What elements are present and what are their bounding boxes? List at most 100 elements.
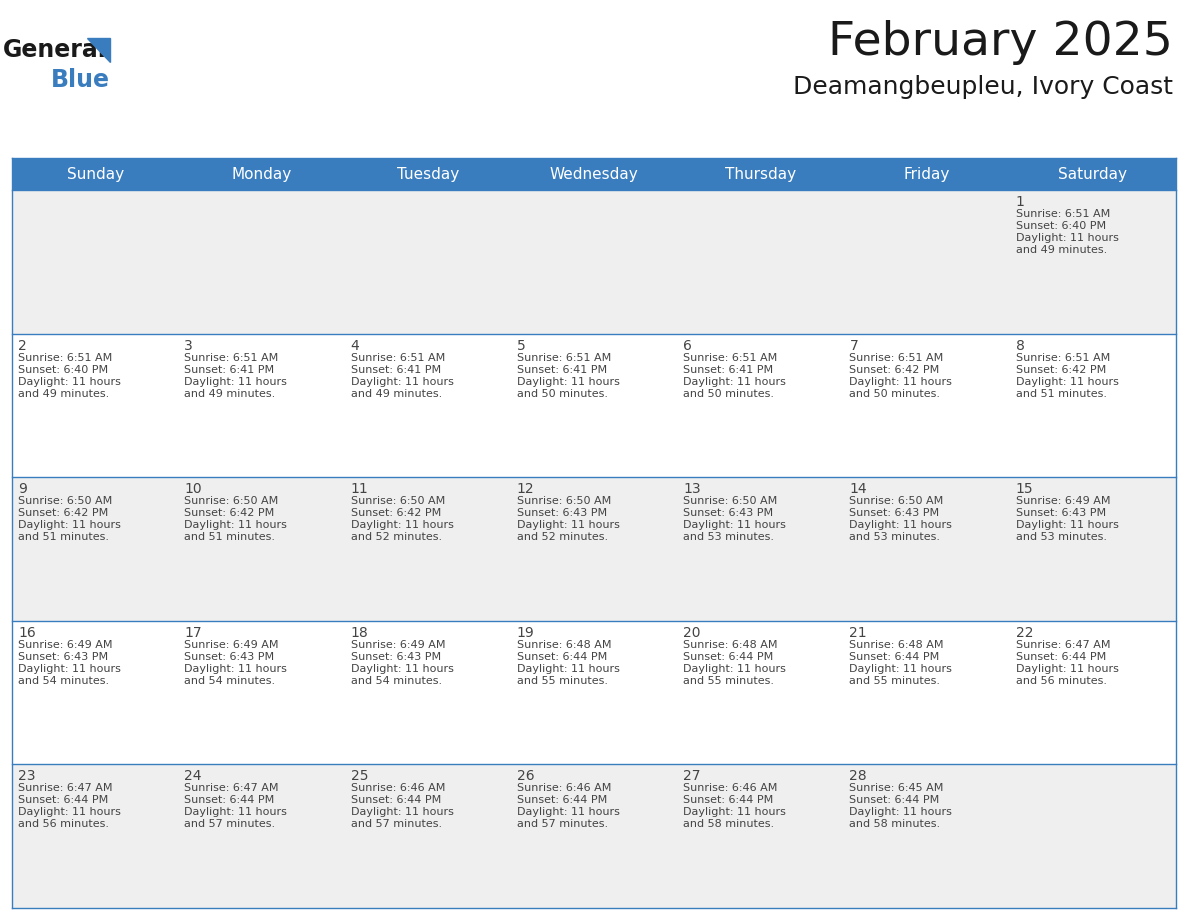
Bar bbox=[843, 158, 1010, 190]
Text: Sunrise: 6:48 AM: Sunrise: 6:48 AM bbox=[683, 640, 778, 650]
Bar bbox=[1010, 158, 1176, 190]
Text: Sunset: 6:44 PM: Sunset: 6:44 PM bbox=[18, 795, 108, 805]
Text: Sunset: 6:44 PM: Sunset: 6:44 PM bbox=[517, 795, 607, 805]
Text: and 57 minutes.: and 57 minutes. bbox=[517, 820, 608, 829]
Text: 22: 22 bbox=[1016, 626, 1034, 640]
Text: 28: 28 bbox=[849, 769, 867, 783]
Text: 27: 27 bbox=[683, 769, 701, 783]
Text: Sunrise: 6:51 AM: Sunrise: 6:51 AM bbox=[849, 353, 943, 363]
Text: 6: 6 bbox=[683, 339, 693, 353]
Text: Wednesday: Wednesday bbox=[550, 166, 638, 182]
Text: Sunrise: 6:50 AM: Sunrise: 6:50 AM bbox=[683, 497, 777, 506]
Text: Daylight: 11 hours: Daylight: 11 hours bbox=[184, 376, 287, 386]
Text: Daylight: 11 hours: Daylight: 11 hours bbox=[849, 664, 953, 674]
Text: Thursday: Thursday bbox=[725, 166, 796, 182]
Text: and 53 minutes.: and 53 minutes. bbox=[683, 532, 775, 543]
Text: Friday: Friday bbox=[903, 166, 949, 182]
Text: Daylight: 11 hours: Daylight: 11 hours bbox=[683, 521, 786, 531]
Text: Sunrise: 6:47 AM: Sunrise: 6:47 AM bbox=[184, 783, 279, 793]
Text: 3: 3 bbox=[184, 339, 192, 353]
Text: 20: 20 bbox=[683, 626, 701, 640]
Text: Daylight: 11 hours: Daylight: 11 hours bbox=[18, 664, 121, 674]
Text: 21: 21 bbox=[849, 626, 867, 640]
Text: Daylight: 11 hours: Daylight: 11 hours bbox=[350, 808, 454, 817]
Text: and 50 minutes.: and 50 minutes. bbox=[849, 388, 941, 398]
Text: and 51 minutes.: and 51 minutes. bbox=[18, 532, 109, 543]
Text: Daylight: 11 hours: Daylight: 11 hours bbox=[18, 808, 121, 817]
Text: Sunrise: 6:49 AM: Sunrise: 6:49 AM bbox=[350, 640, 446, 650]
Text: 10: 10 bbox=[184, 482, 202, 497]
Text: and 57 minutes.: and 57 minutes. bbox=[184, 820, 276, 829]
Text: Sunset: 6:41 PM: Sunset: 6:41 PM bbox=[683, 364, 773, 375]
Text: Sunrise: 6:47 AM: Sunrise: 6:47 AM bbox=[18, 783, 113, 793]
Text: Sunrise: 6:51 AM: Sunrise: 6:51 AM bbox=[350, 353, 444, 363]
Text: Sunset: 6:43 PM: Sunset: 6:43 PM bbox=[683, 509, 773, 518]
Text: 16: 16 bbox=[18, 626, 36, 640]
Text: Sunrise: 6:51 AM: Sunrise: 6:51 AM bbox=[1016, 353, 1110, 363]
Text: Sunrise: 6:51 AM: Sunrise: 6:51 AM bbox=[683, 353, 777, 363]
Text: and 54 minutes.: and 54 minutes. bbox=[350, 676, 442, 686]
Text: Sunrise: 6:47 AM: Sunrise: 6:47 AM bbox=[1016, 640, 1111, 650]
Text: Daylight: 11 hours: Daylight: 11 hours bbox=[517, 376, 620, 386]
Text: Daylight: 11 hours: Daylight: 11 hours bbox=[1016, 521, 1119, 531]
Text: 9: 9 bbox=[18, 482, 27, 497]
Text: Daylight: 11 hours: Daylight: 11 hours bbox=[517, 808, 620, 817]
Text: 17: 17 bbox=[184, 626, 202, 640]
Bar bbox=[12, 158, 178, 190]
Text: Sunrise: 6:50 AM: Sunrise: 6:50 AM bbox=[517, 497, 611, 506]
Text: and 56 minutes.: and 56 minutes. bbox=[18, 820, 109, 829]
Text: Daylight: 11 hours: Daylight: 11 hours bbox=[683, 808, 786, 817]
Text: 15: 15 bbox=[1016, 482, 1034, 497]
Text: Sunset: 6:44 PM: Sunset: 6:44 PM bbox=[849, 652, 940, 662]
Text: and 49 minutes.: and 49 minutes. bbox=[350, 388, 442, 398]
Text: Sunrise: 6:50 AM: Sunrise: 6:50 AM bbox=[18, 497, 112, 506]
Text: Sunset: 6:41 PM: Sunset: 6:41 PM bbox=[517, 364, 607, 375]
Text: Daylight: 11 hours: Daylight: 11 hours bbox=[849, 376, 953, 386]
Bar bbox=[12, 333, 1176, 477]
Text: 1: 1 bbox=[1016, 195, 1024, 209]
Text: Daylight: 11 hours: Daylight: 11 hours bbox=[350, 664, 454, 674]
Text: Sunrise: 6:51 AM: Sunrise: 6:51 AM bbox=[184, 353, 278, 363]
Text: 25: 25 bbox=[350, 769, 368, 783]
Text: Daylight: 11 hours: Daylight: 11 hours bbox=[184, 521, 287, 531]
Text: and 52 minutes.: and 52 minutes. bbox=[517, 532, 608, 543]
Bar bbox=[677, 158, 843, 190]
Text: Sunset: 6:44 PM: Sunset: 6:44 PM bbox=[517, 652, 607, 662]
Text: Sunset: 6:41 PM: Sunset: 6:41 PM bbox=[184, 364, 274, 375]
Text: Daylight: 11 hours: Daylight: 11 hours bbox=[1016, 233, 1119, 243]
Text: Sunrise: 6:49 AM: Sunrise: 6:49 AM bbox=[1016, 497, 1111, 506]
Text: 8: 8 bbox=[1016, 339, 1024, 353]
Text: Sunrise: 6:46 AM: Sunrise: 6:46 AM bbox=[683, 783, 777, 793]
Text: Blue: Blue bbox=[51, 68, 109, 92]
Text: Daylight: 11 hours: Daylight: 11 hours bbox=[517, 664, 620, 674]
Text: Sunrise: 6:49 AM: Sunrise: 6:49 AM bbox=[184, 640, 279, 650]
Text: Daylight: 11 hours: Daylight: 11 hours bbox=[683, 376, 786, 386]
Text: 14: 14 bbox=[849, 482, 867, 497]
Text: and 51 minutes.: and 51 minutes. bbox=[1016, 388, 1107, 398]
Text: 5: 5 bbox=[517, 339, 525, 353]
Text: General: General bbox=[4, 38, 107, 62]
Text: 18: 18 bbox=[350, 626, 368, 640]
Text: and 57 minutes.: and 57 minutes. bbox=[350, 820, 442, 829]
Text: Sunset: 6:40 PM: Sunset: 6:40 PM bbox=[18, 364, 108, 375]
Text: and 49 minutes.: and 49 minutes. bbox=[184, 388, 276, 398]
Text: 19: 19 bbox=[517, 626, 535, 640]
Text: and 55 minutes.: and 55 minutes. bbox=[517, 676, 608, 686]
Text: 2: 2 bbox=[18, 339, 27, 353]
Text: Daylight: 11 hours: Daylight: 11 hours bbox=[849, 521, 953, 531]
Text: Daylight: 11 hours: Daylight: 11 hours bbox=[517, 521, 620, 531]
Text: Sunrise: 6:46 AM: Sunrise: 6:46 AM bbox=[517, 783, 612, 793]
Text: Sunrise: 6:50 AM: Sunrise: 6:50 AM bbox=[849, 497, 943, 506]
Bar bbox=[12, 765, 1176, 908]
Text: Sunset: 6:42 PM: Sunset: 6:42 PM bbox=[1016, 364, 1106, 375]
Text: Daylight: 11 hours: Daylight: 11 hours bbox=[18, 521, 121, 531]
Text: Sunset: 6:44 PM: Sunset: 6:44 PM bbox=[350, 795, 441, 805]
Text: 11: 11 bbox=[350, 482, 368, 497]
Text: 13: 13 bbox=[683, 482, 701, 497]
Text: and 53 minutes.: and 53 minutes. bbox=[1016, 532, 1107, 543]
Text: and 58 minutes.: and 58 minutes. bbox=[849, 820, 941, 829]
Polygon shape bbox=[87, 38, 110, 62]
Text: Sunrise: 6:48 AM: Sunrise: 6:48 AM bbox=[849, 640, 944, 650]
Bar bbox=[12, 190, 1176, 333]
Text: Sunset: 6:43 PM: Sunset: 6:43 PM bbox=[517, 509, 607, 518]
